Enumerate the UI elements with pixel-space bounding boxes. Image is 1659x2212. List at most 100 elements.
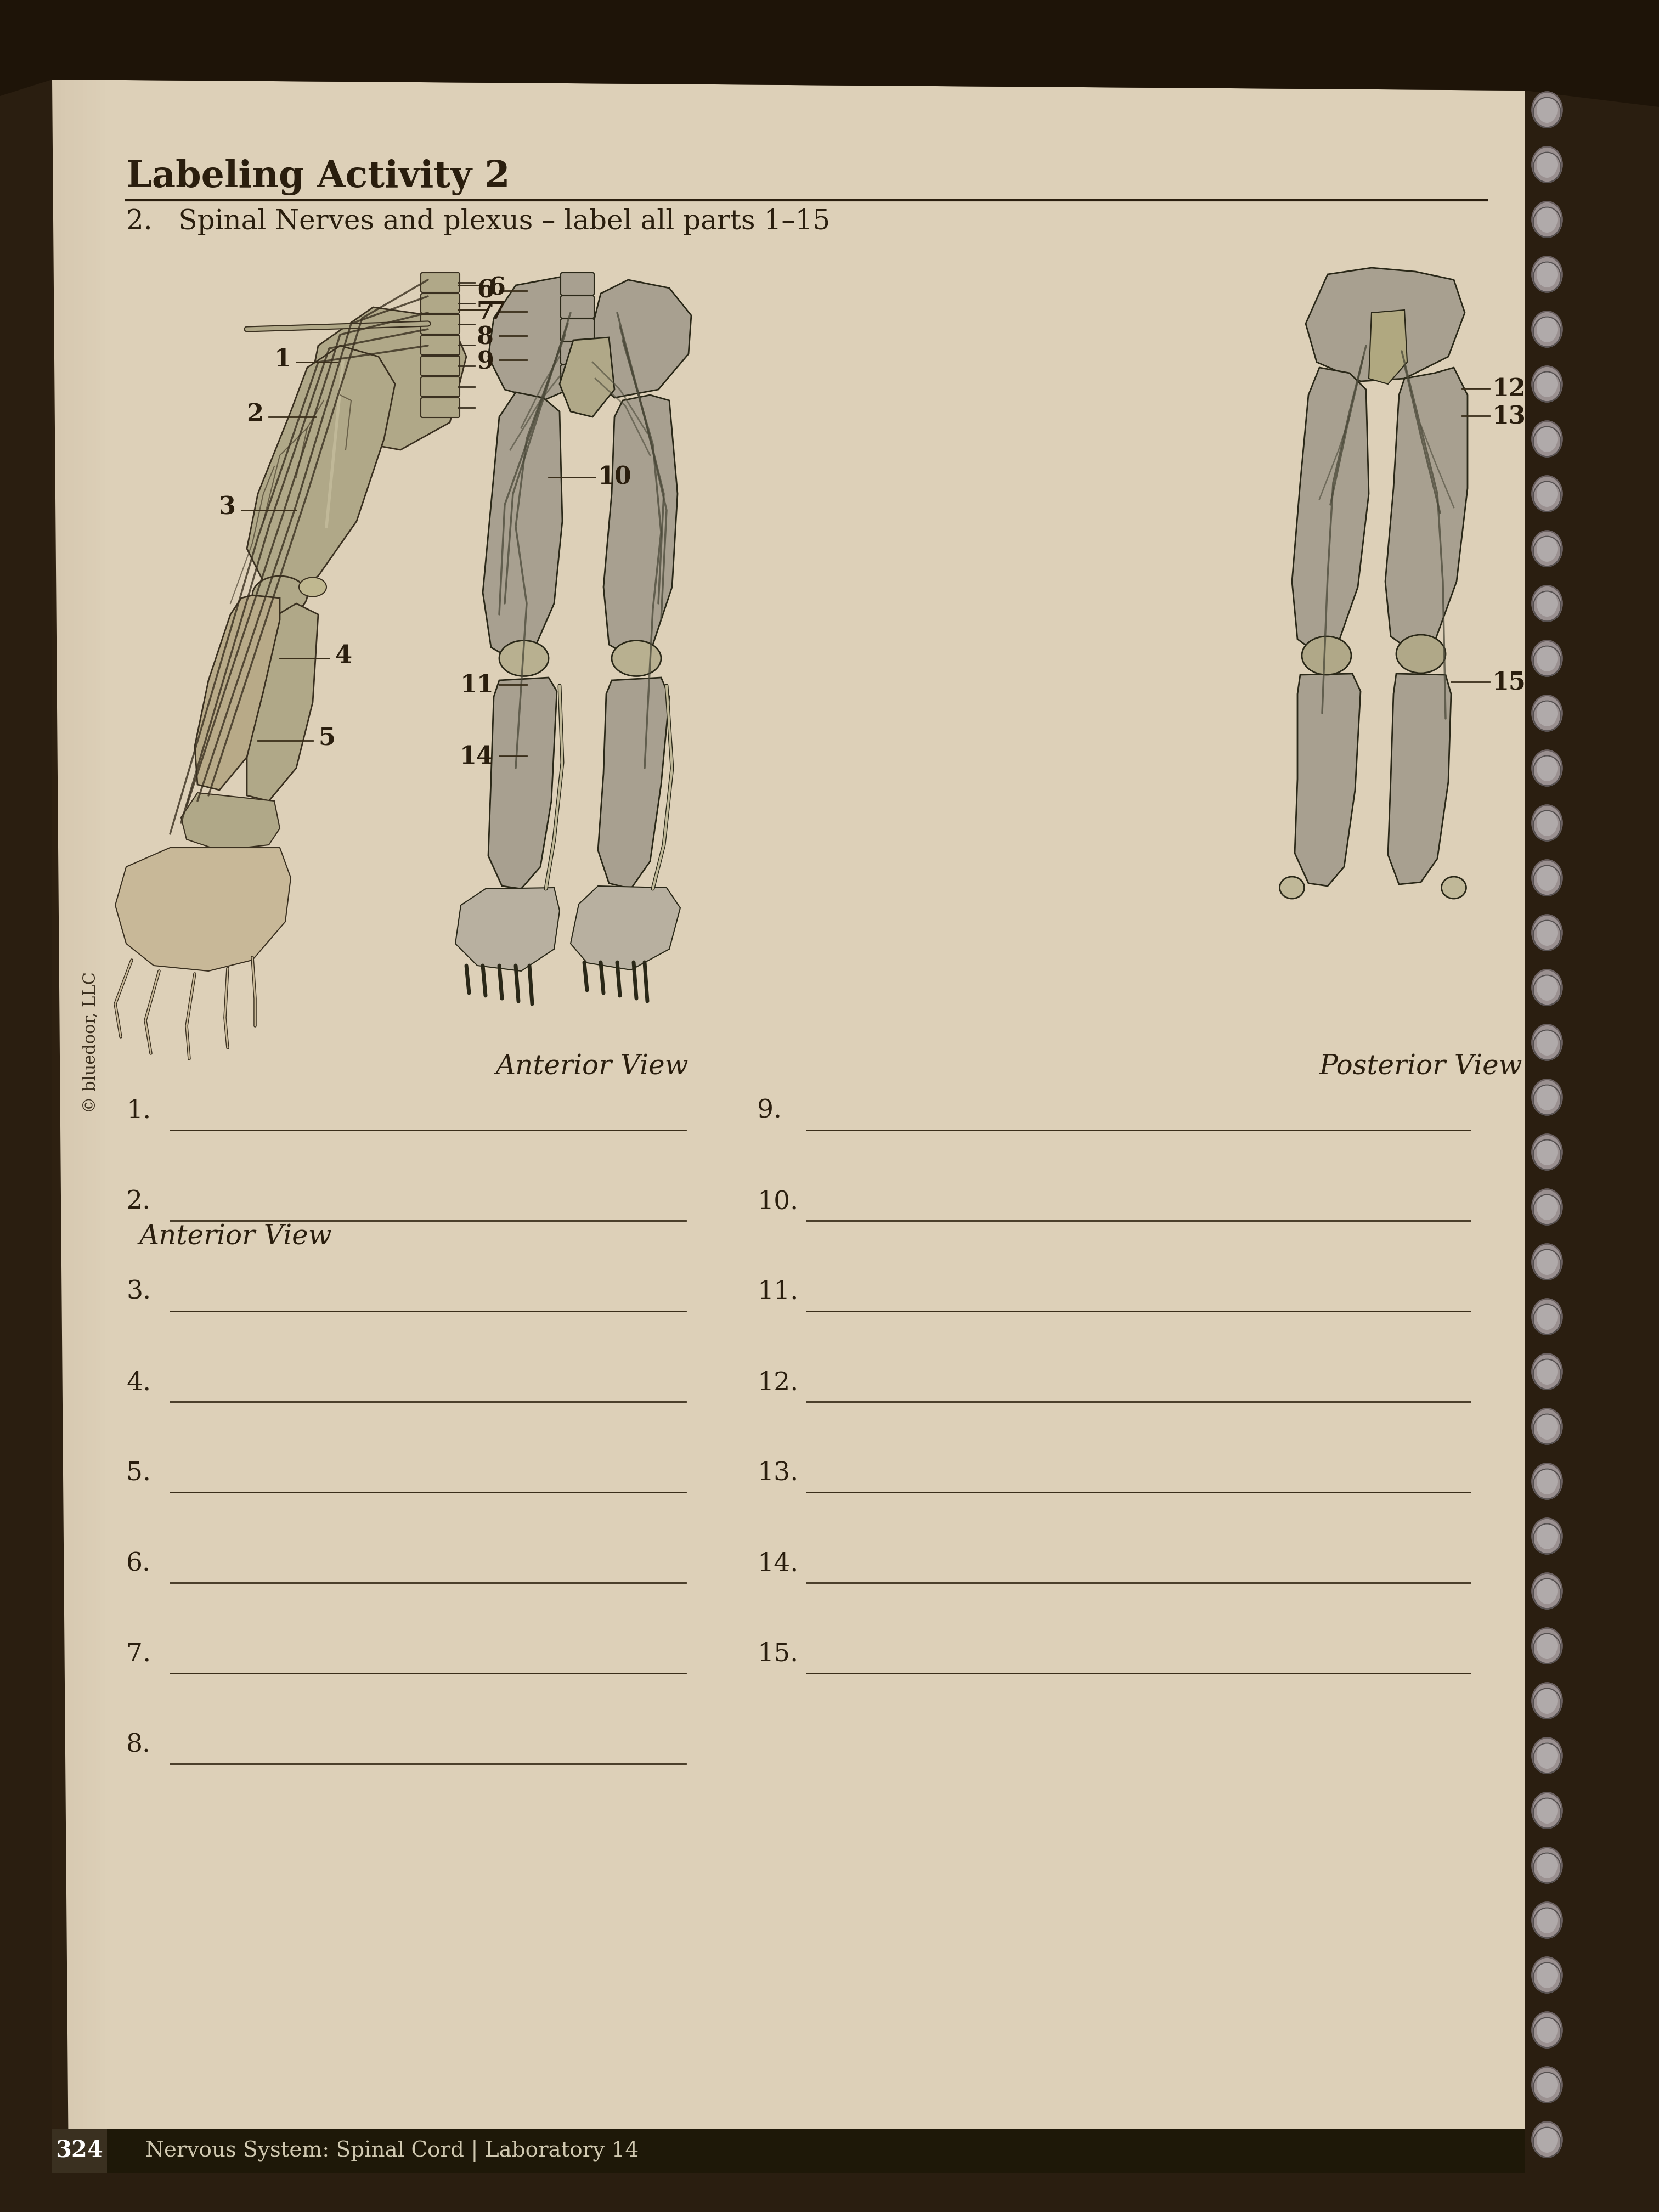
Polygon shape: [1292, 367, 1369, 653]
Ellipse shape: [1536, 699, 1558, 726]
Ellipse shape: [1531, 201, 1563, 237]
Text: Anterior View: Anterior View: [139, 1223, 332, 1250]
Ellipse shape: [1536, 1413, 1558, 1440]
Ellipse shape: [1397, 635, 1445, 672]
FancyBboxPatch shape: [561, 296, 594, 319]
Ellipse shape: [1536, 810, 1558, 836]
Polygon shape: [307, 307, 466, 449]
Polygon shape: [597, 677, 669, 889]
Ellipse shape: [1531, 1354, 1563, 1389]
Ellipse shape: [1536, 1084, 1558, 1110]
Polygon shape: [604, 396, 677, 655]
Ellipse shape: [1536, 1907, 1558, 1933]
Text: 11: 11: [460, 675, 494, 697]
Polygon shape: [571, 887, 680, 969]
Ellipse shape: [1531, 1792, 1563, 1829]
Polygon shape: [1389, 675, 1452, 885]
Text: 2.   Spinal Nerves and plexus – label all parts 1–15: 2. Spinal Nerves and plexus – label all …: [126, 208, 830, 237]
Text: 2.: 2.: [126, 1190, 151, 1214]
Text: 6.: 6.: [126, 1551, 151, 1577]
Ellipse shape: [1536, 1029, 1558, 1055]
Ellipse shape: [1536, 1139, 1558, 1166]
Bar: [96, 80, 101, 2172]
Ellipse shape: [252, 575, 307, 615]
Ellipse shape: [1531, 2013, 1563, 2048]
Ellipse shape: [1531, 1298, 1563, 1334]
Polygon shape: [488, 677, 557, 889]
Ellipse shape: [1531, 1902, 1563, 1938]
Ellipse shape: [1279, 876, 1304, 898]
Ellipse shape: [1536, 1522, 1558, 1548]
Ellipse shape: [1536, 1194, 1558, 1221]
Text: 12: 12: [1491, 378, 1526, 400]
Ellipse shape: [1536, 150, 1558, 177]
Ellipse shape: [1531, 312, 1563, 347]
Bar: [51, 2128, 106, 2172]
Polygon shape: [247, 345, 395, 593]
Text: 3.: 3.: [126, 1281, 151, 1305]
Text: 5: 5: [319, 726, 335, 750]
Text: 13: 13: [1491, 405, 1526, 429]
Text: 5.: 5.: [126, 1460, 151, 1486]
Ellipse shape: [1536, 372, 1558, 398]
Ellipse shape: [1531, 641, 1563, 677]
Bar: [83, 80, 88, 2172]
Ellipse shape: [1531, 1243, 1563, 1279]
Bar: [101, 80, 105, 2172]
Ellipse shape: [1531, 257, 1563, 292]
Ellipse shape: [1531, 1024, 1563, 1060]
Ellipse shape: [1536, 1743, 1558, 1770]
Ellipse shape: [1536, 1303, 1558, 1329]
Text: 11.: 11.: [757, 1281, 798, 1305]
Ellipse shape: [1536, 2126, 1558, 2152]
Polygon shape: [559, 338, 614, 416]
Ellipse shape: [1531, 1958, 1563, 1993]
Ellipse shape: [1536, 1688, 1558, 1714]
Ellipse shape: [1531, 1517, 1563, 1555]
Ellipse shape: [1531, 93, 1563, 128]
Ellipse shape: [1531, 805, 1563, 841]
Ellipse shape: [612, 641, 660, 677]
Polygon shape: [51, 80, 1525, 2172]
Text: 6: 6: [476, 279, 494, 303]
FancyBboxPatch shape: [421, 398, 460, 418]
Ellipse shape: [1536, 646, 1558, 672]
Ellipse shape: [1536, 920, 1558, 947]
Ellipse shape: [1536, 206, 1558, 232]
Bar: [88, 80, 91, 2172]
Ellipse shape: [1536, 2017, 1558, 2044]
Text: 1: 1: [274, 347, 290, 372]
FancyBboxPatch shape: [421, 294, 460, 314]
Ellipse shape: [1531, 1573, 1563, 1608]
Polygon shape: [488, 276, 592, 400]
Ellipse shape: [1536, 1577, 1558, 1604]
Polygon shape: [1385, 367, 1468, 650]
Text: 14.: 14.: [757, 1551, 798, 1577]
Bar: [78, 80, 83, 2172]
Text: Labeling Activity 2: Labeling Activity 2: [126, 159, 509, 195]
Ellipse shape: [1536, 1248, 1558, 1274]
Text: 7: 7: [476, 301, 494, 325]
Ellipse shape: [1531, 1135, 1563, 1170]
Polygon shape: [194, 595, 280, 790]
Ellipse shape: [1536, 97, 1558, 124]
Ellipse shape: [1536, 535, 1558, 562]
Text: 1.: 1.: [126, 1099, 151, 1124]
Ellipse shape: [1531, 916, 1563, 951]
Polygon shape: [1306, 268, 1465, 380]
Ellipse shape: [1536, 2073, 1558, 2097]
Polygon shape: [483, 392, 562, 659]
Ellipse shape: [1536, 754, 1558, 781]
Bar: [70, 80, 75, 2172]
Ellipse shape: [499, 641, 549, 677]
Text: 8: 8: [476, 325, 494, 349]
Ellipse shape: [1531, 750, 1563, 785]
Text: 4.: 4.: [126, 1369, 151, 1396]
Ellipse shape: [1531, 1409, 1563, 1444]
Ellipse shape: [1536, 1851, 1558, 1878]
FancyBboxPatch shape: [561, 319, 594, 341]
Text: Anterior View: Anterior View: [496, 1053, 688, 1079]
Ellipse shape: [1536, 973, 1558, 1000]
Ellipse shape: [1531, 2066, 1563, 2104]
Polygon shape: [589, 279, 692, 398]
